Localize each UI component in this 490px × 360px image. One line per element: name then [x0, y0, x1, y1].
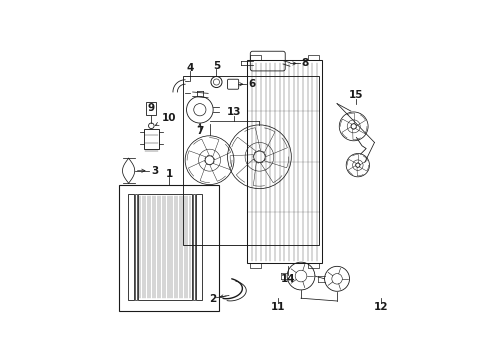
Bar [138, 194, 192, 300]
Text: 3: 3 [151, 166, 159, 176]
Bar [135, 194, 137, 300]
Bar [128, 194, 134, 300]
Text: 9: 9 [148, 103, 155, 113]
Text: 1: 1 [166, 169, 173, 179]
Bar [247, 60, 322, 263]
Text: 14: 14 [281, 274, 295, 284]
Text: 6: 6 [248, 79, 256, 89]
Bar [196, 194, 202, 300]
Text: 13: 13 [227, 107, 242, 117]
Text: 5: 5 [213, 61, 220, 71]
Text: 12: 12 [374, 302, 388, 311]
Text: 11: 11 [270, 302, 285, 311]
Bar [193, 194, 195, 300]
Text: 15: 15 [348, 90, 363, 100]
Bar [120, 185, 219, 311]
Bar [308, 55, 319, 60]
Text: 2: 2 [209, 294, 217, 304]
Bar [308, 263, 319, 268]
Text: 7: 7 [196, 126, 203, 136]
Bar [250, 55, 261, 60]
Text: 8: 8 [301, 58, 308, 68]
Bar [183, 76, 319, 245]
Text: 4: 4 [187, 63, 194, 73]
Bar [250, 263, 261, 268]
Bar [144, 129, 159, 149]
Text: 10: 10 [155, 113, 176, 125]
